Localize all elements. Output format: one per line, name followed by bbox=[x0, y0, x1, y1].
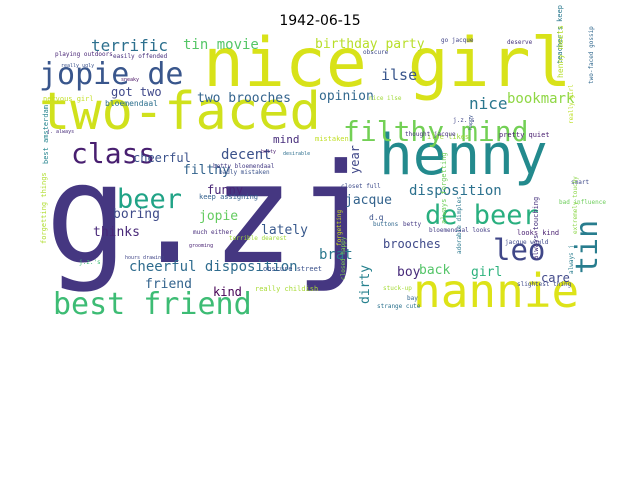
cloud-word: badly mistaken bbox=[219, 169, 270, 176]
cloud-word: always forgetting bbox=[440, 152, 448, 224]
cloud-word: really ugly bbox=[61, 63, 95, 69]
cloud-word: cheerful bbox=[133, 151, 191, 165]
cloud-word: jopie de bbox=[39, 57, 184, 92]
cloud-word: filthy mind bbox=[343, 115, 529, 148]
cloud-word: cheerful disposition bbox=[129, 259, 298, 275]
cloud-word: jacque bbox=[345, 193, 392, 208]
cloud-word: forgetting bbox=[336, 209, 343, 246]
cloud-word: boy bbox=[397, 265, 421, 280]
cloud-word: year bbox=[348, 145, 362, 174]
cloud-word: betty bloemendaal bbox=[213, 163, 275, 170]
cloud-word: bloemendaal bbox=[105, 99, 158, 108]
cloud-word: adorable dimples bbox=[456, 196, 463, 254]
cloud-word: grooming bbox=[189, 243, 214, 249]
cloud-word: best friend bbox=[53, 287, 252, 322]
cloud-word: forgetting things bbox=[40, 172, 48, 244]
cloud-word: closet full bbox=[341, 183, 381, 190]
cloud-word: always touching bbox=[532, 196, 540, 260]
cloud-word: nice bbox=[469, 94, 508, 113]
cloud-word: best amsterdam bbox=[42, 104, 50, 164]
cloud-word: boring bbox=[113, 207, 160, 222]
figure-title: 1942-06-15 bbox=[279, 13, 361, 29]
cloud-word: betty bbox=[403, 221, 422, 228]
cloud-word: got two bbox=[111, 85, 162, 99]
cloud-word: pretty quiet bbox=[499, 131, 550, 139]
cloud-word: j. always bbox=[47, 129, 75, 135]
cloud-word: de beer bbox=[425, 200, 539, 231]
cloud-word: sneaky bbox=[121, 77, 140, 83]
cloud-word: bay bbox=[407, 295, 418, 302]
cloud-word: two-faced bbox=[39, 82, 321, 142]
cloud-word: bookmark bbox=[507, 91, 575, 107]
cloud-word: easily offended bbox=[113, 53, 168, 60]
cloud-word: henny bbox=[379, 123, 548, 188]
cloud-word: obscure bbox=[363, 49, 389, 56]
cloud-word: two-faced gossip bbox=[588, 26, 595, 84]
cloud-word: thought jacque bbox=[405, 131, 456, 138]
cloud-word: nannie bbox=[413, 264, 580, 318]
cloud-word: thinks bbox=[93, 225, 140, 240]
cloud-word: slightest thing bbox=[517, 281, 572, 288]
cloud-word: really girl bbox=[568, 84, 575, 124]
cloud-word: class bbox=[71, 137, 156, 170]
cloud-word: jopie bbox=[199, 209, 239, 224]
cloud-word: henny meets bbox=[556, 25, 565, 78]
cloud-word: betty bbox=[261, 149, 277, 155]
cloud-word: care bbox=[541, 271, 570, 285]
cloud-word: opinion bbox=[319, 89, 374, 104]
cloud-word: desirable bbox=[283, 151, 311, 157]
cloud-word: birthday party bbox=[315, 37, 425, 52]
cloud-word: mind bbox=[273, 133, 300, 146]
cloud-word: extremely touchy bbox=[572, 176, 579, 234]
cloud-word: looks kind bbox=[517, 229, 560, 237]
cloud-word: beer bbox=[117, 184, 183, 215]
cloud-word: playing outdoors bbox=[55, 51, 113, 58]
cloud-word: much either bbox=[193, 229, 233, 236]
cloud-word: buttons bbox=[373, 221, 399, 228]
cloud-word: ilse bbox=[381, 66, 418, 84]
cloud-word: bloemendaal looks bbox=[429, 227, 491, 234]
cloud-word: stuck-up bbox=[383, 285, 412, 292]
cloud-word: happy bbox=[468, 114, 474, 130]
cloud-word: j.z.'s bbox=[453, 117, 475, 124]
cloud-word: brat bbox=[319, 247, 353, 263]
cloud-word: keep assigning bbox=[199, 193, 259, 201]
cloud-word: jacque would bbox=[505, 239, 549, 246]
cloud-word: nice girl bbox=[203, 24, 572, 103]
cloud-word: g.zj bbox=[45, 134, 378, 295]
cloud-word: terrible dearest bbox=[229, 235, 287, 242]
cloud-word: nervous girl bbox=[43, 95, 94, 103]
cloud-word: disposition bbox=[409, 183, 502, 199]
cloud-word: ilse likes bbox=[427, 133, 470, 141]
cloud-word: obscure street bbox=[263, 265, 323, 273]
cloud-word: back bbox=[419, 263, 451, 278]
word-cloud: g.zj nice girl henny two-faced nannie best fr… bbox=[33, 5, 607, 322]
cloud-word: mistaken bbox=[315, 135, 349, 143]
cloud-word: friend bbox=[145, 277, 192, 292]
cloud-word: dirty bbox=[358, 264, 373, 304]
cloud-word: strange cute bbox=[377, 303, 421, 310]
cloud-word: leo bbox=[493, 233, 546, 267]
cloud-word: terrific bbox=[91, 36, 169, 55]
cloud-word: always j bbox=[568, 245, 575, 274]
cloud-word: bad influence bbox=[559, 199, 606, 206]
cloud-word: girl bbox=[471, 265, 503, 280]
cloud-word: nice ilse bbox=[369, 95, 402, 102]
cloud-word: kind bbox=[213, 285, 242, 299]
cloud-word: j.z.'s bbox=[79, 259, 101, 266]
cloud-word: funny bbox=[207, 183, 244, 197]
cloud-word: deserve bbox=[507, 39, 533, 46]
cloud-word: brooches bbox=[383, 237, 441, 251]
cloud-word: lately bbox=[261, 223, 308, 238]
cloud-word: decent bbox=[221, 147, 272, 163]
cloud-word: go jacque bbox=[441, 37, 474, 44]
cloud-word: really childish bbox=[255, 285, 319, 293]
cloud-word: hours drawing bbox=[125, 255, 165, 261]
cloud-word: filthy bbox=[183, 163, 230, 178]
cloud-word: smart bbox=[571, 179, 590, 186]
cloud-word: tin movie bbox=[183, 37, 259, 53]
cloud-word: two brooches bbox=[197, 91, 291, 106]
cloud-word: d.q bbox=[369, 213, 384, 222]
